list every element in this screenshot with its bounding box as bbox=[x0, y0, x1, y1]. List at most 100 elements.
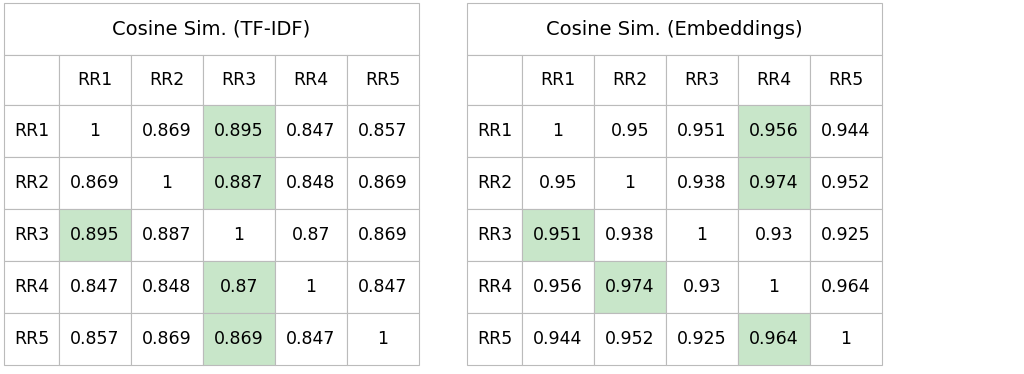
Bar bbox=[738, 157, 810, 209]
Bar bbox=[131, 313, 203, 365]
Text: RR4: RR4 bbox=[477, 278, 512, 296]
Bar bbox=[666, 313, 738, 365]
Text: 1: 1 bbox=[696, 226, 708, 244]
Bar bbox=[4, 261, 59, 313]
Text: RR2: RR2 bbox=[14, 174, 49, 192]
Bar bbox=[4, 3, 419, 55]
Text: 0.869: 0.869 bbox=[358, 226, 408, 244]
Text: 1: 1 bbox=[553, 122, 563, 140]
Text: 0.974: 0.974 bbox=[605, 278, 654, 296]
Text: 0.951: 0.951 bbox=[534, 226, 583, 244]
Bar bbox=[275, 209, 347, 261]
Bar bbox=[275, 261, 347, 313]
Bar bbox=[810, 313, 882, 365]
Text: 0.895: 0.895 bbox=[214, 122, 264, 140]
Bar bbox=[59, 105, 131, 157]
Bar bbox=[4, 313, 59, 365]
Text: RR4: RR4 bbox=[294, 71, 329, 89]
Text: 0.895: 0.895 bbox=[71, 226, 120, 244]
Text: 0.925: 0.925 bbox=[677, 330, 727, 348]
Text: 0.869: 0.869 bbox=[358, 174, 408, 192]
Bar bbox=[203, 313, 275, 365]
Text: 1: 1 bbox=[162, 174, 172, 192]
Bar bbox=[810, 261, 882, 313]
Text: 1: 1 bbox=[841, 330, 852, 348]
Text: 1: 1 bbox=[89, 122, 100, 140]
Text: RR3: RR3 bbox=[221, 71, 257, 89]
Text: RR4: RR4 bbox=[757, 71, 792, 89]
Bar bbox=[522, 55, 594, 105]
Text: RR5: RR5 bbox=[366, 71, 400, 89]
Text: 0.956: 0.956 bbox=[534, 278, 583, 296]
Text: RR1: RR1 bbox=[78, 71, 113, 89]
Text: RR3: RR3 bbox=[477, 226, 512, 244]
Text: 0.857: 0.857 bbox=[358, 122, 408, 140]
Text: 0.87: 0.87 bbox=[220, 278, 258, 296]
Text: 0.974: 0.974 bbox=[750, 174, 799, 192]
Bar bbox=[467, 55, 522, 105]
Text: RR2: RR2 bbox=[612, 71, 647, 89]
Text: Cosine Sim. (Embeddings): Cosine Sim. (Embeddings) bbox=[546, 19, 803, 39]
Bar bbox=[59, 157, 131, 209]
Text: 0.964: 0.964 bbox=[821, 278, 870, 296]
Bar bbox=[810, 157, 882, 209]
Bar bbox=[738, 209, 810, 261]
Bar bbox=[347, 55, 419, 105]
Bar bbox=[594, 209, 666, 261]
Text: 0.848: 0.848 bbox=[142, 278, 191, 296]
Bar bbox=[203, 261, 275, 313]
Bar bbox=[203, 209, 275, 261]
Bar bbox=[594, 261, 666, 313]
Text: 0.956: 0.956 bbox=[750, 122, 799, 140]
Text: 1: 1 bbox=[625, 174, 636, 192]
Text: 0.93: 0.93 bbox=[683, 278, 721, 296]
Bar bbox=[522, 261, 594, 313]
Text: 0.869: 0.869 bbox=[214, 330, 264, 348]
Bar bbox=[467, 157, 522, 209]
Bar bbox=[522, 209, 594, 261]
Text: 1: 1 bbox=[233, 226, 245, 244]
Bar bbox=[594, 55, 666, 105]
Bar bbox=[275, 105, 347, 157]
Bar bbox=[203, 157, 275, 209]
Bar bbox=[347, 157, 419, 209]
Text: 0.95: 0.95 bbox=[539, 174, 578, 192]
Bar bbox=[522, 313, 594, 365]
Text: RR2: RR2 bbox=[477, 174, 512, 192]
Bar bbox=[738, 55, 810, 105]
Bar bbox=[594, 157, 666, 209]
Bar bbox=[738, 105, 810, 157]
Text: 0.848: 0.848 bbox=[287, 174, 336, 192]
Text: RR1: RR1 bbox=[541, 71, 575, 89]
Bar bbox=[59, 261, 131, 313]
Bar bbox=[467, 261, 522, 313]
Bar bbox=[131, 157, 203, 209]
Text: RR3: RR3 bbox=[684, 71, 720, 89]
Text: 0.93: 0.93 bbox=[755, 226, 794, 244]
Bar bbox=[131, 55, 203, 105]
Text: 0.95: 0.95 bbox=[610, 122, 649, 140]
Bar bbox=[347, 313, 419, 365]
Bar bbox=[4, 105, 59, 157]
Text: 0.944: 0.944 bbox=[534, 330, 583, 348]
Bar bbox=[347, 209, 419, 261]
Text: Cosine Sim. (TF-IDF): Cosine Sim. (TF-IDF) bbox=[113, 19, 310, 39]
Bar bbox=[59, 313, 131, 365]
Bar bbox=[467, 313, 522, 365]
Text: 0.869: 0.869 bbox=[70, 174, 120, 192]
Text: RR5: RR5 bbox=[477, 330, 512, 348]
Text: RR3: RR3 bbox=[14, 226, 49, 244]
Text: RR2: RR2 bbox=[150, 71, 184, 89]
Text: 0.925: 0.925 bbox=[821, 226, 870, 244]
Text: 0.869: 0.869 bbox=[142, 122, 191, 140]
Text: RR1: RR1 bbox=[14, 122, 49, 140]
Bar bbox=[131, 209, 203, 261]
Text: 0.847: 0.847 bbox=[358, 278, 408, 296]
Bar bbox=[467, 105, 522, 157]
Text: 0.869: 0.869 bbox=[142, 330, 191, 348]
Bar bbox=[666, 209, 738, 261]
Bar bbox=[522, 105, 594, 157]
Bar bbox=[810, 105, 882, 157]
Text: 0.952: 0.952 bbox=[821, 174, 870, 192]
Text: 0.887: 0.887 bbox=[142, 226, 191, 244]
